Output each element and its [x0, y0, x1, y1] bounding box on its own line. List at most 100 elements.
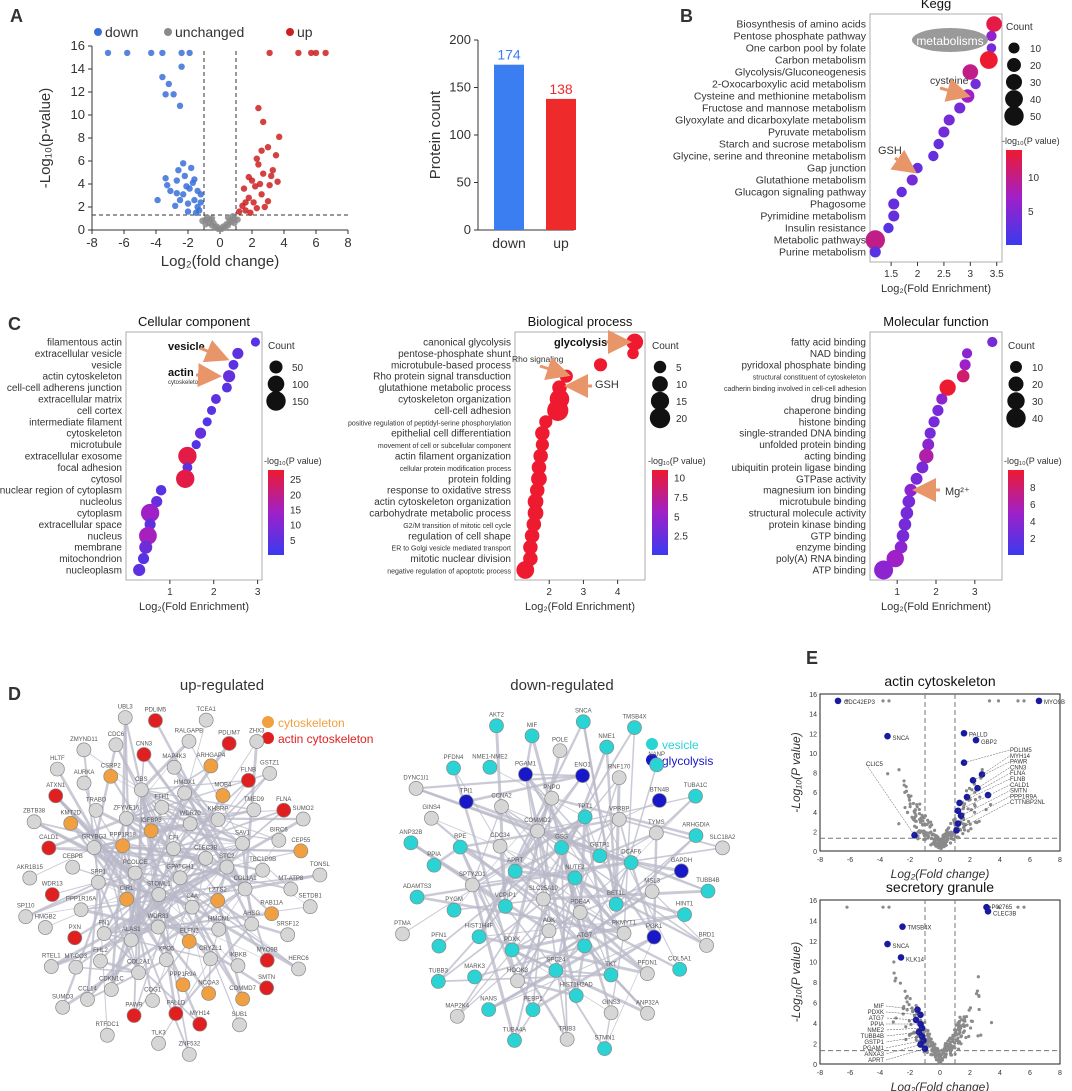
background-point: [925, 1050, 929, 1055]
network-node-label: CDC6: [108, 732, 125, 738]
network-node: [221, 736, 237, 751]
enrichment-point: [531, 470, 547, 487]
background-point: [996, 699, 1001, 703]
size-legend-dot: [1007, 392, 1025, 410]
enrichment-point: [202, 417, 212, 427]
highlighted-point: [984, 907, 992, 915]
leader-line: [885, 1044, 921, 1055]
enrichment-point: [865, 230, 885, 250]
background-point: [987, 699, 992, 703]
background-point: [918, 802, 922, 806]
size-legend-title: Count: [652, 341, 679, 352]
background-point: [910, 815, 914, 819]
network-node-label: NANS: [480, 997, 497, 1003]
volcano-point-unchanged: [199, 217, 206, 224]
volcano-point-up: [322, 49, 329, 57]
term-label: regulation of cell shape: [408, 531, 511, 542]
enrichment-point: [961, 348, 973, 359]
y-tick-label: 14: [809, 712, 817, 719]
volcano-point-up: [260, 118, 267, 126]
background-point: [905, 1000, 909, 1004]
network-node: [541, 923, 557, 939]
enrichment-point: [191, 440, 201, 450]
network-node-label: CFI: [169, 836, 179, 842]
background-point: [937, 1052, 941, 1056]
network-node: [715, 840, 730, 856]
term-label: microtubule: [70, 440, 122, 451]
network-edge: [191, 906, 241, 1026]
annotation-label: GSH: [595, 379, 619, 391]
network-node-label: SLC25A19: [529, 886, 559, 892]
background-point: [928, 1037, 932, 1042]
y-tick-label: 10: [809, 960, 817, 967]
network-node: [255, 862, 270, 878]
enrichment-point: [133, 563, 146, 577]
background-point: [942, 1050, 946, 1055]
network-node: [552, 743, 568, 759]
network-node-label: MYH14: [190, 1011, 211, 1017]
volcano-point-down: [178, 63, 185, 70]
y-tick-label: 14: [809, 919, 817, 926]
network-edge: [158, 741, 258, 895]
leader-line: [966, 772, 1011, 798]
gene-label: CNN3: [1010, 765, 1027, 771]
network-node-label: ENO1: [574, 763, 591, 769]
annotation-arrow: [539, 357, 571, 380]
volcano-point-down: [191, 176, 198, 183]
network-edge: [103, 932, 201, 1025]
background-point: [892, 971, 896, 975]
network-node: [181, 733, 197, 749]
background-point: [966, 829, 970, 833]
volcano-point-down: [173, 177, 180, 184]
network-node-label: NUTF2: [565, 865, 585, 871]
x-tick-label: 3: [968, 269, 974, 280]
enrichment-point: [902, 495, 916, 508]
network-node-label: ZMYND11: [70, 737, 98, 743]
volcano-point-down: [186, 49, 193, 57]
background-point: [911, 801, 916, 806]
enrichment-point: [910, 472, 923, 485]
size-legend-dot: [1006, 408, 1026, 428]
network-node: [18, 909, 34, 924]
network-edge: [614, 777, 621, 905]
enrichment-point: [178, 446, 197, 466]
background-point: [912, 809, 916, 813]
plot-frame: [819, 899, 1061, 1065]
enrichment-point: [140, 503, 160, 523]
network-node-label: HERC6: [288, 956, 309, 962]
network-node: [312, 867, 328, 883]
term-label: extracellular matrix: [38, 395, 122, 406]
volcano-point-up: [266, 49, 273, 57]
network-node: [458, 794, 474, 810]
network-node-label: BIRC6: [270, 827, 288, 833]
background-point: [962, 822, 967, 826]
enrichment-point: [970, 78, 981, 90]
network-node-label: ARHGAP4: [197, 753, 226, 759]
term-label: Glucagon signaling pathway: [735, 187, 867, 199]
panel-label-d: D: [8, 684, 21, 704]
network-node: [481, 1002, 496, 1017]
network-edge: [402, 816, 586, 935]
background-point: [946, 837, 950, 841]
highlighted-point: [897, 954, 905, 961]
network-node: [76, 775, 92, 791]
volcano-point-down: [180, 160, 187, 167]
background-point: [929, 830, 933, 834]
term-label: Carbon metabolism: [775, 55, 866, 67]
network-node-label: AKT2: [489, 713, 505, 719]
annotation-label: actin: [168, 367, 194, 379]
background-point: [941, 833, 945, 837]
network-node-label: IKBKB: [229, 953, 247, 959]
network-node: [408, 781, 424, 796]
background-point: [901, 1007, 905, 1011]
background-point: [845, 905, 849, 909]
y-axis-label: -Log₁₀(P value): [789, 942, 803, 1022]
network-node: [103, 768, 119, 784]
annotation-arrow: [195, 363, 222, 388]
size-legend-label: 10: [1032, 363, 1044, 374]
volcano-point-up: [312, 49, 320, 57]
background-point: [1016, 699, 1020, 703]
annotation-label: glycolysis: [554, 337, 607, 349]
network-node-label: GSTZ1: [260, 760, 280, 766]
term-label: extracellular exosome: [25, 452, 123, 463]
